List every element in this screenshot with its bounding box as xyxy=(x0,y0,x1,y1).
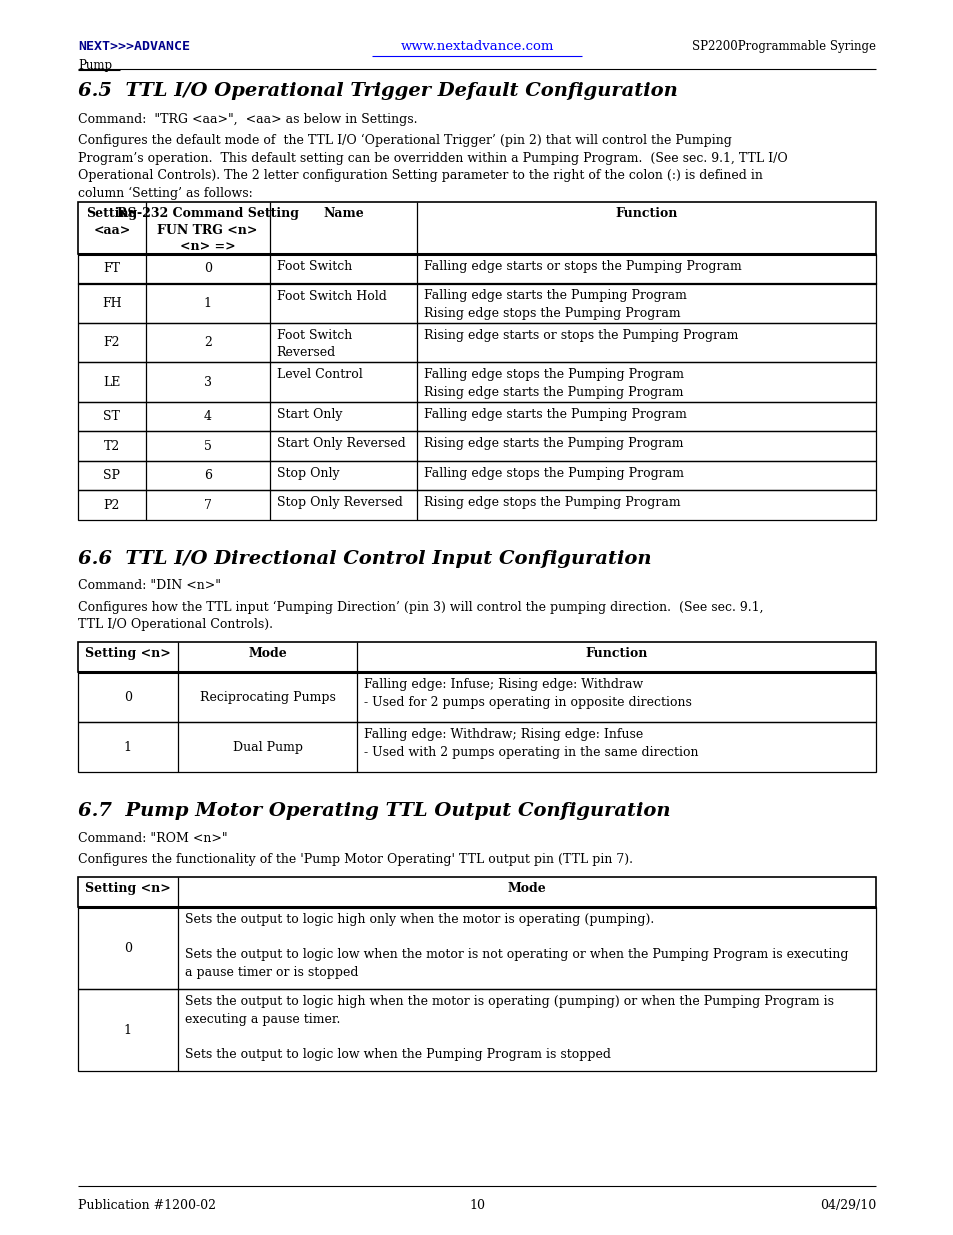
Text: 1: 1 xyxy=(124,741,132,755)
Text: Rising edge stops the Pumping Program: Rising edge stops the Pumping Program xyxy=(424,496,680,510)
Text: Falling edge stops the Pumping Program: Falling edge stops the Pumping Program xyxy=(424,467,683,480)
Bar xyxy=(78,363,875,403)
Text: FH: FH xyxy=(102,296,122,310)
Text: Falling edge: Infuse; Rising edge: Withdraw
- Used for 2 pumps operating in oppo: Falling edge: Infuse; Rising edge: Withd… xyxy=(364,678,692,709)
Bar xyxy=(78,673,875,722)
Bar xyxy=(78,878,875,908)
Bar xyxy=(78,461,875,490)
Text: Falling edge: Withdraw; Rising edge: Infuse
- Used with 2 pumps operating in the: Falling edge: Withdraw; Rising edge: Inf… xyxy=(364,729,698,760)
Text: Command: "DIN <n>": Command: "DIN <n>" xyxy=(78,579,221,593)
Text: Reciprocating Pumps: Reciprocating Pumps xyxy=(199,692,335,704)
Text: Start Only: Start Only xyxy=(276,408,342,421)
Text: Configures the functionality of the 'Pump Motor Operating' TTL output pin (TTL p: Configures the functionality of the 'Pum… xyxy=(78,853,633,866)
Bar xyxy=(78,403,875,431)
Text: Configures how the TTL input ‘Pumping Direction’ (pin 3) will control the pumpin: Configures how the TTL input ‘Pumping Di… xyxy=(78,600,762,631)
Text: Mode: Mode xyxy=(507,883,546,895)
Text: ST: ST xyxy=(103,410,120,424)
Text: Setting <n>: Setting <n> xyxy=(85,883,171,895)
Bar xyxy=(78,203,875,254)
Text: Falling edge starts the Pumping Program: Falling edge starts the Pumping Program xyxy=(424,408,686,421)
Text: NEXT>>>ADVANCE: NEXT>>>ADVANCE xyxy=(78,40,190,53)
Text: Function: Function xyxy=(615,207,677,220)
Text: SP2200Programmable Syringe: SP2200Programmable Syringe xyxy=(691,40,875,53)
Text: SP: SP xyxy=(103,469,120,482)
Text: 10: 10 xyxy=(469,1199,484,1212)
Text: 6.5  TTL I/O Operational Trigger Default Configuration: 6.5 TTL I/O Operational Trigger Default … xyxy=(78,82,677,100)
Text: Pump: Pump xyxy=(78,59,112,73)
Text: T2: T2 xyxy=(104,440,120,453)
Bar xyxy=(78,908,875,989)
Text: 1: 1 xyxy=(124,1024,132,1037)
Text: Sets the output to logic high only when the motor is operating (pumping).

Sets : Sets the output to logic high only when … xyxy=(185,914,847,979)
Text: Mode: Mode xyxy=(248,647,287,661)
Text: 04/29/10: 04/29/10 xyxy=(819,1199,875,1212)
Text: LE: LE xyxy=(103,375,120,389)
Text: Publication #1200-02: Publication #1200-02 xyxy=(78,1199,215,1212)
Text: 3: 3 xyxy=(203,375,212,389)
Bar xyxy=(78,324,875,363)
Text: 6: 6 xyxy=(203,469,212,482)
Text: Setting
<aa>: Setting <aa> xyxy=(86,207,137,236)
Text: P2: P2 xyxy=(104,499,120,511)
Text: Sets the output to logic high when the motor is operating (pumping) or when the : Sets the output to logic high when the m… xyxy=(185,995,833,1061)
Text: 0: 0 xyxy=(124,692,132,704)
Bar xyxy=(78,431,875,461)
Text: Command:  "TRG <aa>",  <aa> as below in Settings.: Command: "TRG <aa>", <aa> as below in Se… xyxy=(78,112,417,126)
Text: 6.6  TTL I/O Directional Control Input Configuration: 6.6 TTL I/O Directional Control Input Co… xyxy=(78,550,651,568)
Text: 1: 1 xyxy=(203,296,212,310)
Bar xyxy=(78,490,875,520)
Text: Start Only Reversed: Start Only Reversed xyxy=(276,437,405,451)
Text: 0: 0 xyxy=(203,262,212,275)
Text: Dual Pump: Dual Pump xyxy=(233,741,302,755)
Text: 6.7  Pump Motor Operating TTL Output Configuration: 6.7 Pump Motor Operating TTL Output Conf… xyxy=(78,803,670,820)
Text: Foot Switch Hold: Foot Switch Hold xyxy=(276,289,386,303)
Text: 2: 2 xyxy=(204,336,212,350)
Text: Foot Switch: Foot Switch xyxy=(276,261,352,273)
Text: 7: 7 xyxy=(204,499,212,511)
Bar xyxy=(78,284,875,324)
Text: F2: F2 xyxy=(104,336,120,350)
Bar xyxy=(78,642,875,673)
Text: 4: 4 xyxy=(203,410,212,424)
Bar xyxy=(78,254,875,284)
Text: www.nextadvance.com: www.nextadvance.com xyxy=(400,40,553,53)
Text: Command: "ROM <n>": Command: "ROM <n>" xyxy=(78,832,228,845)
Text: Name: Name xyxy=(323,207,363,220)
Text: Rising edge starts or stops the Pumping Program: Rising edge starts or stops the Pumping … xyxy=(424,329,738,342)
Text: Level Control: Level Control xyxy=(276,368,362,382)
Text: Stop Only Reversed: Stop Only Reversed xyxy=(276,496,402,510)
Text: Configures the default mode of  the TTL I/O ‘Operational Trigger’ (pin 2) that w: Configures the default mode of the TTL I… xyxy=(78,135,787,200)
Bar xyxy=(78,989,875,1072)
Text: 0: 0 xyxy=(124,942,132,955)
Text: Function: Function xyxy=(585,647,647,661)
Text: Falling edge stops the Pumping Program
Rising edge starts the Pumping Program: Falling edge stops the Pumping Program R… xyxy=(424,368,683,399)
Text: Foot Switch
Reversed: Foot Switch Reversed xyxy=(276,329,352,359)
Text: RS-232 Command Setting
FUN TRG <n>
<n> =>: RS-232 Command Setting FUN TRG <n> <n> =… xyxy=(116,207,298,253)
Text: 5: 5 xyxy=(204,440,212,453)
Text: Falling edge starts the Pumping Program
Rising edge stops the Pumping Program: Falling edge starts the Pumping Program … xyxy=(424,289,686,320)
Text: Falling edge starts or stops the Pumping Program: Falling edge starts or stops the Pumping… xyxy=(424,261,741,273)
Text: Setting <n>: Setting <n> xyxy=(85,647,171,661)
Text: Rising edge starts the Pumping Program: Rising edge starts the Pumping Program xyxy=(424,437,683,451)
Text: Stop Only: Stop Only xyxy=(276,467,338,480)
Text: FT: FT xyxy=(103,262,120,275)
Bar xyxy=(78,722,875,773)
